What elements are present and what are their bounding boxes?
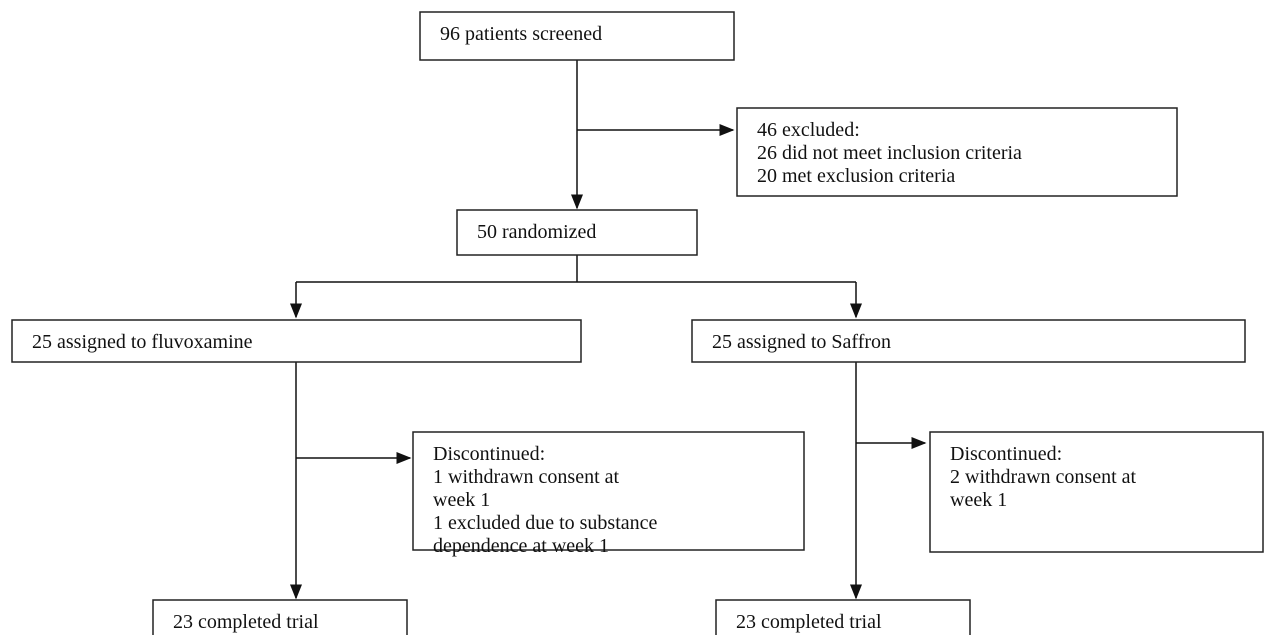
box-text: 46 excluded:	[757, 119, 860, 141]
box	[929, 431, 1264, 553]
box	[456, 209, 698, 256]
box-text: 23 completed trial	[173, 611, 319, 633]
box-text: 23 completed trial	[736, 611, 882, 633]
box-text: week 1	[433, 489, 490, 511]
box-text: 25 assigned to fluvoxamine	[32, 331, 253, 353]
box	[412, 431, 805, 551]
box-text: 1 withdrawn consent at	[433, 466, 620, 488]
connectors	[290, 60, 927, 600]
box	[736, 107, 1178, 197]
box-text: Discontinued:	[433, 443, 545, 465]
box	[715, 599, 971, 635]
box-text: 50 randomized	[477, 221, 596, 243]
box-text: dependence at week 1	[433, 535, 609, 557]
box-text: 25 assigned to Saffron	[712, 331, 891, 353]
box-text: 20 met exclusion criteria	[757, 165, 955, 187]
box-text: 96 patients screened	[440, 23, 602, 45]
box-text: Discontinued:	[950, 443, 1062, 465]
box	[152, 599, 408, 635]
box	[691, 319, 1246, 363]
box	[11, 319, 582, 363]
box-text: 26 did not meet inclusion criteria	[757, 142, 1022, 164]
box-text: week 1	[950, 489, 1007, 511]
box-text: 1 excluded due to substance	[433, 512, 657, 534]
box	[419, 11, 735, 61]
box-text: 2 withdrawn consent at	[950, 466, 1137, 488]
